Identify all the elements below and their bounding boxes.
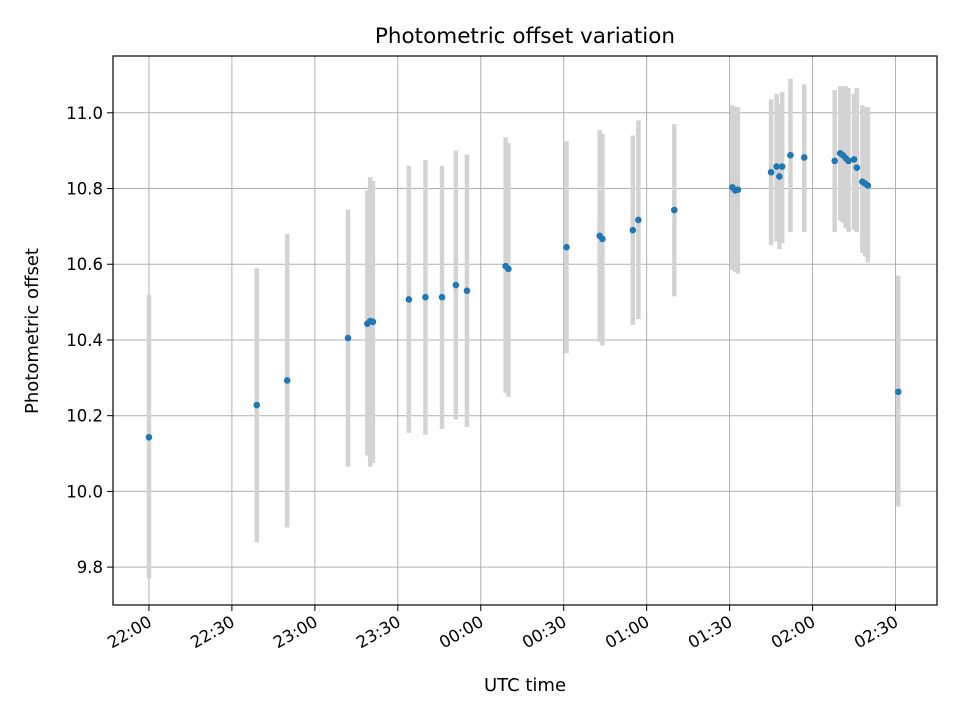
data-point <box>831 157 838 165</box>
data-points <box>145 150 902 441</box>
data-point <box>629 226 637 234</box>
data-point <box>422 293 429 301</box>
data-point <box>800 154 808 161</box>
data-point <box>864 182 872 189</box>
data-point <box>635 216 642 224</box>
grid-lines <box>113 56 937 605</box>
data-point <box>344 334 352 342</box>
data-point <box>894 388 902 396</box>
data-point <box>671 206 678 214</box>
data-point <box>145 433 153 441</box>
y-tick-label: 10.4 <box>66 331 103 350</box>
data-point <box>369 318 377 326</box>
plot-area-frame <box>112 55 938 606</box>
data-point <box>776 173 783 180</box>
y-tick-label: 9.8 <box>77 558 103 577</box>
data-point <box>773 163 780 170</box>
data-point <box>563 243 570 251</box>
data-point <box>505 265 512 273</box>
data-point <box>734 186 742 193</box>
data-point <box>463 287 471 295</box>
data-point <box>405 296 413 303</box>
chart-title: Photometric offset variation <box>375 24 675 49</box>
data-point <box>283 377 291 384</box>
y-tick-label: 10.0 <box>66 482 103 501</box>
data-point <box>778 163 786 170</box>
data-point <box>599 235 606 243</box>
data-point <box>853 164 861 171</box>
y-tick-label: 11.0 <box>66 104 103 123</box>
data-point <box>850 156 858 163</box>
x-axis-label: UTC time <box>484 675 566 696</box>
data-point <box>767 168 775 176</box>
data-point <box>845 157 852 165</box>
data-point <box>452 281 460 289</box>
y-tick-label: 10.2 <box>66 407 103 426</box>
y-tick-label: 10.6 <box>66 255 103 274</box>
data-point <box>253 401 261 409</box>
y-axis-ticks: 9.8 10.0 10.2 10.4 10.6 10.8 11.0 <box>66 104 113 577</box>
data-point <box>787 151 794 159</box>
y-tick-label: 10.8 <box>66 180 103 199</box>
data-point <box>438 293 446 301</box>
y-axis-label: Photometric offset <box>22 248 43 414</box>
